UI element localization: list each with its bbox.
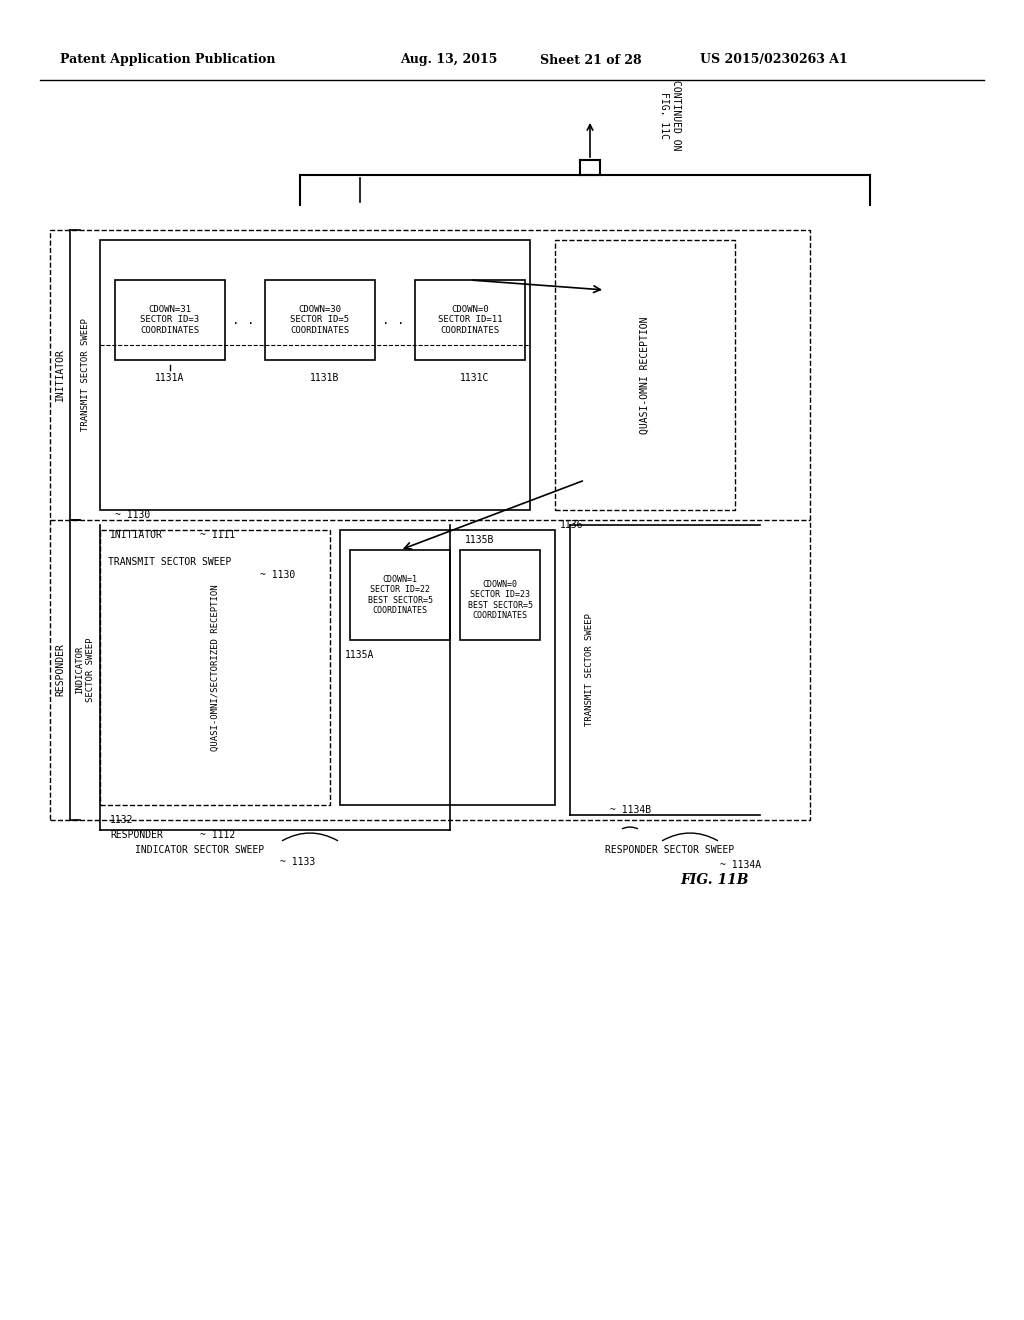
Bar bbox=[340, 531, 555, 805]
Text: ~ 1133: ~ 1133 bbox=[280, 857, 315, 867]
Text: QUASI-OMNI/SECTORIZED RECEPTION: QUASI-OMNI/SECTORIZED RECEPTION bbox=[211, 585, 219, 751]
Text: INITIATOR: INITIATOR bbox=[55, 348, 65, 401]
Text: TRANSMIT SECTOR SWEEP: TRANSMIT SECTOR SWEEP bbox=[109, 557, 231, 568]
Text: 1131B: 1131B bbox=[310, 374, 340, 383]
Text: ~ 1130: ~ 1130 bbox=[115, 510, 151, 520]
Bar bbox=[460, 550, 540, 640]
Text: RESPONDER SECTOR SWEEP: RESPONDER SECTOR SWEEP bbox=[605, 845, 734, 855]
Text: . .: . . bbox=[382, 314, 404, 326]
Text: Patent Application Publication: Patent Application Publication bbox=[60, 54, 275, 66]
Text: CDOWN=0
SECTOR ID=23
BEST SECTOR=5
COORDINATES: CDOWN=0 SECTOR ID=23 BEST SECTOR=5 COORD… bbox=[468, 579, 532, 620]
Bar bbox=[415, 280, 525, 360]
Text: . .: . . bbox=[231, 314, 254, 326]
Text: Aug. 13, 2015: Aug. 13, 2015 bbox=[400, 54, 498, 66]
Text: 1135B: 1135B bbox=[465, 535, 495, 545]
Text: 1136: 1136 bbox=[560, 520, 584, 531]
Text: INITIATOR: INITIATOR bbox=[110, 531, 163, 540]
Text: ~ 1111: ~ 1111 bbox=[200, 531, 236, 540]
Text: 1131A: 1131A bbox=[156, 374, 184, 383]
Text: 1131C: 1131C bbox=[461, 374, 489, 383]
Text: ~ 1134B: ~ 1134B bbox=[610, 805, 651, 814]
Bar bbox=[555, 240, 735, 510]
Text: INDICATOR
SECTOR SWEEP: INDICATOR SECTOR SWEEP bbox=[76, 638, 94, 702]
Text: CONTINUED ON
FIG. 11C: CONTINUED ON FIG. 11C bbox=[659, 79, 681, 150]
Text: US 2015/0230263 A1: US 2015/0230263 A1 bbox=[700, 54, 848, 66]
Text: 1132: 1132 bbox=[110, 814, 133, 825]
Text: RESPONDER: RESPONDER bbox=[55, 644, 65, 697]
Text: CDOWN=0
SECTOR ID=11
COORDINATES: CDOWN=0 SECTOR ID=11 COORDINATES bbox=[437, 305, 502, 335]
Text: TRANSMIT SECTOR SWEEP: TRANSMIT SECTOR SWEEP bbox=[586, 614, 595, 726]
Text: QUASI-OMNI RECEPTION: QUASI-OMNI RECEPTION bbox=[640, 317, 650, 434]
Bar bbox=[50, 230, 810, 820]
Text: TRANSMIT SECTOR SWEEP: TRANSMIT SECTOR SWEEP bbox=[81, 318, 89, 432]
Text: Sheet 21 of 28: Sheet 21 of 28 bbox=[540, 54, 642, 66]
Text: FIG. 11B: FIG. 11B bbox=[680, 873, 749, 887]
Text: RESPONDER: RESPONDER bbox=[110, 830, 163, 840]
Bar bbox=[100, 531, 330, 805]
Text: ~ 1134A: ~ 1134A bbox=[720, 861, 761, 870]
Text: CDOWN=31
SECTOR ID=3
COORDINATES: CDOWN=31 SECTOR ID=3 COORDINATES bbox=[140, 305, 200, 335]
Bar bbox=[115, 280, 225, 360]
Text: CDOWN=30
SECTOR ID=5
COORDINATES: CDOWN=30 SECTOR ID=5 COORDINATES bbox=[291, 305, 349, 335]
Text: INDICATOR SECTOR SWEEP: INDICATOR SECTOR SWEEP bbox=[135, 845, 264, 855]
Text: 1135A: 1135A bbox=[345, 649, 375, 660]
Text: ~ 1130: ~ 1130 bbox=[260, 570, 295, 579]
Text: ~ 1112: ~ 1112 bbox=[200, 830, 236, 840]
Bar bbox=[350, 550, 450, 640]
Text: CDOWN=1
SECTOR ID=22
BEST SECTOR=5
COORDINATES: CDOWN=1 SECTOR ID=22 BEST SECTOR=5 COORD… bbox=[368, 576, 432, 615]
Bar bbox=[100, 240, 530, 510]
Bar bbox=[265, 280, 375, 360]
